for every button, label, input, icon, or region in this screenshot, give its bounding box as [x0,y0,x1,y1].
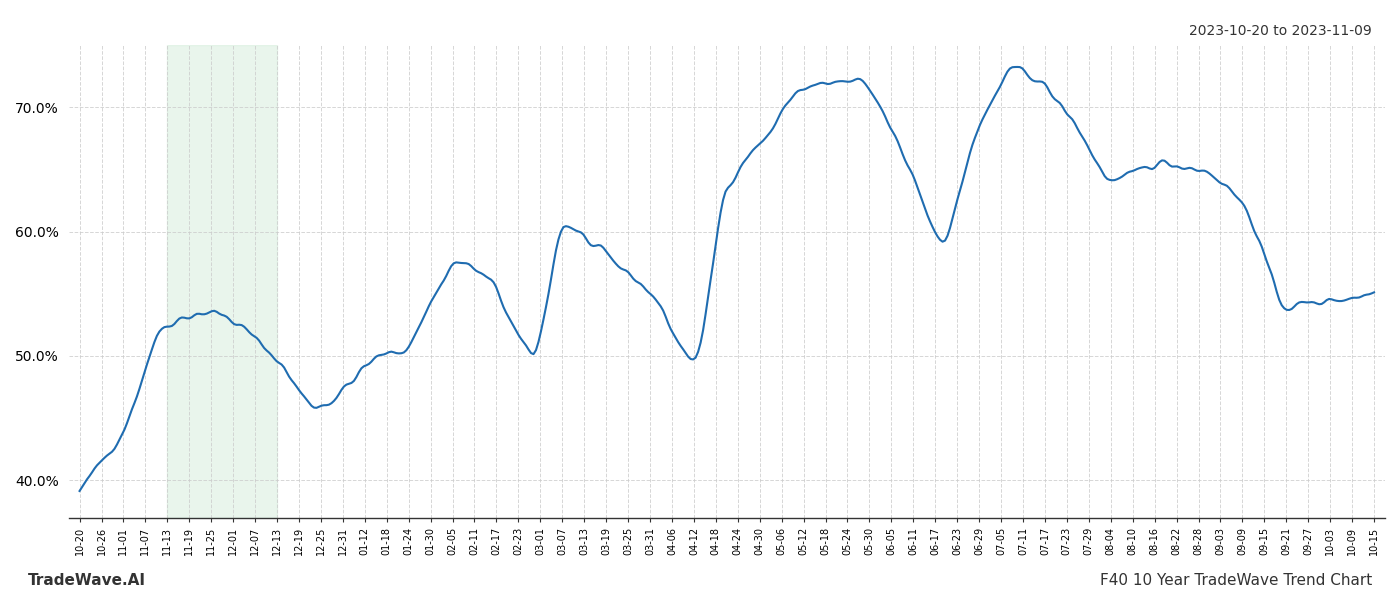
Text: TradeWave.AI: TradeWave.AI [28,573,146,588]
Text: F40 10 Year TradeWave Trend Chart: F40 10 Year TradeWave Trend Chart [1100,573,1372,588]
Bar [168,45,277,518]
Text: 2023-10-20 to 2023-11-09: 2023-10-20 to 2023-11-09 [1189,24,1372,38]
